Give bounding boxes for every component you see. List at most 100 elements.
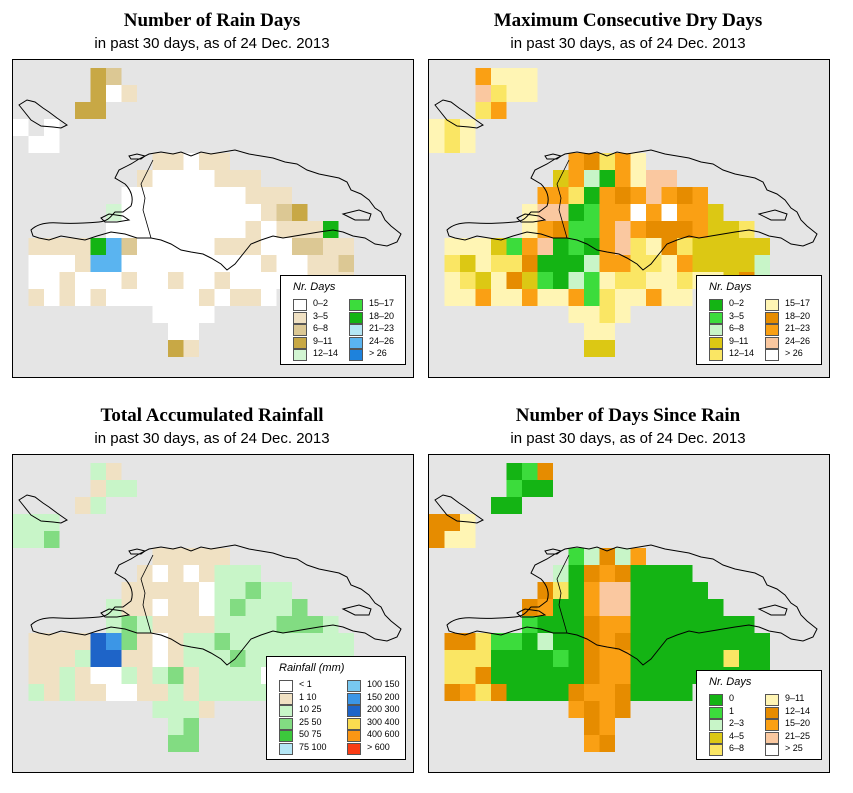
grid-cell xyxy=(292,204,308,221)
grid-cell xyxy=(152,153,168,170)
grid-cell xyxy=(106,289,122,306)
grid-cell xyxy=(183,238,199,255)
grid-cell xyxy=(537,272,553,289)
grid-cell xyxy=(28,667,44,684)
grid-cell xyxy=(106,463,122,480)
grid-cell xyxy=(245,170,261,187)
grid-cell xyxy=(460,633,476,650)
legend-swatch xyxy=(765,336,779,349)
grid-cell xyxy=(615,272,631,289)
grid-cell xyxy=(475,255,491,272)
grid-cell xyxy=(522,289,538,306)
grid-cell xyxy=(584,548,600,565)
legend-swatch xyxy=(293,324,307,336)
grid-cell xyxy=(444,255,460,272)
grid-cell xyxy=(245,565,261,582)
grid-cell xyxy=(537,204,553,221)
grid-cell xyxy=(199,238,215,255)
grid-cell xyxy=(261,582,277,599)
grid-cell xyxy=(661,204,677,221)
grid-cell xyxy=(630,221,646,238)
grid-cell xyxy=(475,633,491,650)
grid-cell xyxy=(630,204,646,221)
map-rain-days xyxy=(12,59,414,378)
tortuga-island-coastline xyxy=(128,548,147,555)
grid-cell xyxy=(199,667,215,684)
grid-cell xyxy=(106,204,122,221)
legend-label: 1 10 xyxy=(299,691,317,702)
grid-cell xyxy=(599,633,615,650)
grid-cell xyxy=(584,735,600,752)
grid-cell xyxy=(460,272,476,289)
grid-cell xyxy=(599,221,615,238)
grid-cell xyxy=(28,238,44,255)
grid-cell xyxy=(183,582,199,599)
grid-cell xyxy=(553,565,569,582)
grid-cell xyxy=(183,323,199,340)
legend-swatch xyxy=(709,299,723,311)
grid-cell xyxy=(677,616,693,633)
grid-cell xyxy=(553,667,569,684)
grid-cell xyxy=(553,684,569,701)
grid-cell xyxy=(183,599,199,616)
grid-cell xyxy=(183,684,199,701)
grid-cell xyxy=(615,684,631,701)
grid-cell xyxy=(75,497,91,514)
grid-cell xyxy=(245,204,261,221)
grid-cell xyxy=(137,684,153,701)
panel-subtitle: in past 30 days, as of 24 Dec. 2013 xyxy=(510,35,746,52)
grid-cell xyxy=(199,633,215,650)
grid-cell xyxy=(584,599,600,616)
grid-cell xyxy=(168,735,184,752)
grid-cell xyxy=(568,599,584,616)
grid-cell xyxy=(599,340,615,357)
legend-swatch xyxy=(349,324,363,336)
grid-cell xyxy=(537,480,553,497)
tortuga-island-coastline xyxy=(128,153,147,160)
grid-cell xyxy=(214,153,230,170)
grid-cell xyxy=(261,599,277,616)
hispaniola-coastline xyxy=(30,149,402,271)
grid-cell xyxy=(584,718,600,735)
grid-cell xyxy=(230,255,246,272)
legend-swatch xyxy=(765,719,779,731)
grid-cell xyxy=(522,221,538,238)
grid-cell xyxy=(323,616,339,633)
grid-cell xyxy=(444,531,460,548)
grid-cell xyxy=(584,221,600,238)
grid-cell xyxy=(553,650,569,667)
legend-swatch xyxy=(709,731,723,744)
grid-cell xyxy=(276,582,292,599)
grid-cell xyxy=(661,170,677,187)
grid-cell xyxy=(506,85,522,102)
grid-cell xyxy=(245,289,261,306)
grid-cell xyxy=(106,272,122,289)
grid-cell xyxy=(630,187,646,204)
grid-cell xyxy=(444,272,460,289)
grid-cell xyxy=(460,238,476,255)
legend-label: 4–5 xyxy=(729,730,745,741)
grid-cell xyxy=(261,616,277,633)
panel-days-since-rain: Number of Days Since Rain in past 30 day… xyxy=(428,395,830,777)
grid-cell xyxy=(245,684,261,701)
grid-cell xyxy=(183,633,199,650)
grid-cell xyxy=(615,187,631,204)
grid-cell xyxy=(568,272,584,289)
legend-swatch xyxy=(279,730,293,742)
grid-cell xyxy=(152,221,168,238)
grid-cell xyxy=(168,684,184,701)
grid-cell xyxy=(152,667,168,684)
legend-label: 10 25 xyxy=(299,704,322,714)
grid-cell xyxy=(615,289,631,306)
grid-cell xyxy=(599,718,615,735)
grid-cell xyxy=(661,616,677,633)
grid-cell xyxy=(630,684,646,701)
grid-cell xyxy=(90,684,106,701)
grid-cell xyxy=(537,667,553,684)
grid-cell xyxy=(307,616,323,633)
grid-cell xyxy=(475,85,491,102)
grid-cell xyxy=(522,238,538,255)
gonave-island-coastline xyxy=(516,608,547,618)
grid-cell xyxy=(723,616,739,633)
grid-cell xyxy=(75,102,91,119)
